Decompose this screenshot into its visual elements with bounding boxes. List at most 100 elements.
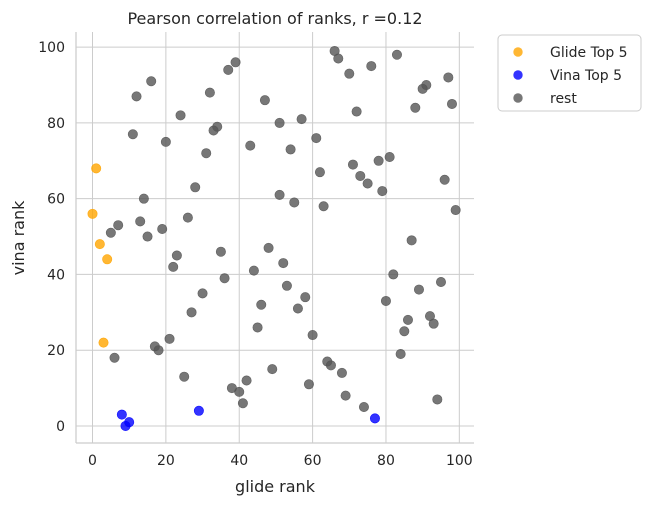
data-point	[230, 57, 241, 68]
data-point	[94, 239, 105, 250]
data-point	[102, 254, 113, 265]
grid	[76, 32, 474, 443]
data-point	[274, 117, 285, 128]
legend-label: rest	[550, 91, 577, 107]
data-point	[292, 303, 303, 314]
data-point	[369, 413, 380, 424]
y-tick-label: 80	[47, 116, 65, 132]
data-point	[153, 345, 164, 356]
data-point	[413, 284, 424, 295]
data-point	[241, 375, 252, 386]
data-point	[307, 330, 318, 341]
tick-labels: 0 20 40 60 80 100 0 20 40 60 80 100	[38, 40, 472, 469]
data-point	[124, 417, 135, 428]
data-point	[160, 136, 171, 147]
data-point	[366, 61, 377, 72]
data-point	[267, 364, 278, 375]
data-point	[435, 277, 446, 288]
data-point	[98, 337, 109, 348]
data-point	[91, 163, 102, 174]
data-point	[135, 216, 146, 227]
series-vina-top-5	[116, 405, 380, 431]
data-point	[237, 398, 248, 409]
y-axis-label: vina rank	[9, 200, 28, 275]
legend-label: Vina Top 5	[550, 68, 622, 84]
data-point	[175, 110, 186, 121]
data-point	[223, 64, 234, 75]
data-point	[116, 409, 127, 420]
series-glide-top-5	[87, 163, 113, 348]
data-point	[138, 193, 149, 204]
data-point	[109, 352, 120, 363]
legend-marker	[513, 93, 523, 103]
data-point	[395, 348, 406, 359]
data-point	[274, 189, 285, 200]
y-tick-label: 40	[47, 267, 65, 283]
data-point	[252, 322, 263, 333]
data-point	[259, 95, 270, 106]
data-point	[193, 405, 204, 416]
data-points	[87, 45, 461, 431]
data-point	[186, 307, 197, 318]
data-point	[263, 242, 274, 253]
chart-title: Pearson correlation of ranks, r =0.12	[127, 9, 422, 28]
data-point	[142, 231, 153, 242]
data-point	[402, 314, 413, 325]
data-point	[340, 390, 351, 401]
data-point	[380, 295, 391, 306]
data-point	[190, 182, 201, 193]
data-point	[439, 174, 450, 185]
data-point	[146, 76, 157, 87]
legend: Glide Top 5 Vina Top 5 rest	[497, 34, 642, 112]
x-tick-label: 20	[157, 453, 175, 469]
data-point	[300, 292, 311, 303]
data-point	[179, 371, 190, 382]
data-point	[201, 148, 212, 159]
x-axis-label: glide rank	[235, 477, 316, 496]
data-point	[168, 261, 179, 272]
data-point	[384, 152, 395, 163]
data-point	[417, 83, 428, 94]
data-point	[245, 140, 256, 151]
axes	[75, 32, 474, 444]
data-point	[377, 186, 388, 197]
data-point	[131, 91, 142, 102]
data-point	[215, 246, 226, 257]
data-point	[171, 250, 182, 261]
data-point	[182, 212, 193, 223]
data-point	[248, 265, 259, 276]
data-point	[351, 106, 362, 117]
series-rest	[105, 45, 461, 413]
data-point	[87, 208, 98, 219]
data-point	[428, 318, 439, 329]
data-point	[197, 288, 208, 299]
x-tick-label: 100	[446, 453, 473, 469]
data-point	[362, 178, 373, 189]
data-point	[219, 273, 230, 284]
data-point	[278, 258, 289, 269]
data-point	[333, 53, 344, 64]
data-point	[127, 129, 138, 140]
legend-frame	[497, 34, 642, 112]
data-point	[446, 98, 457, 109]
data-point	[314, 167, 325, 178]
data-point	[296, 114, 307, 125]
legend-marker	[513, 70, 523, 80]
data-point	[311, 133, 322, 144]
y-tick-label: 100	[38, 40, 65, 56]
data-point	[450, 205, 461, 216]
y-tick-label: 20	[47, 343, 65, 359]
data-point	[256, 299, 267, 310]
y-tick-label: 0	[56, 419, 65, 435]
x-tick-label: 40	[230, 453, 248, 469]
data-point	[325, 360, 336, 371]
data-point	[336, 367, 347, 378]
data-point	[391, 49, 402, 60]
data-point	[410, 102, 421, 113]
data-point	[344, 68, 355, 79]
data-point	[113, 220, 124, 231]
data-point	[164, 333, 175, 344]
data-point	[204, 87, 215, 98]
data-point	[289, 197, 300, 208]
